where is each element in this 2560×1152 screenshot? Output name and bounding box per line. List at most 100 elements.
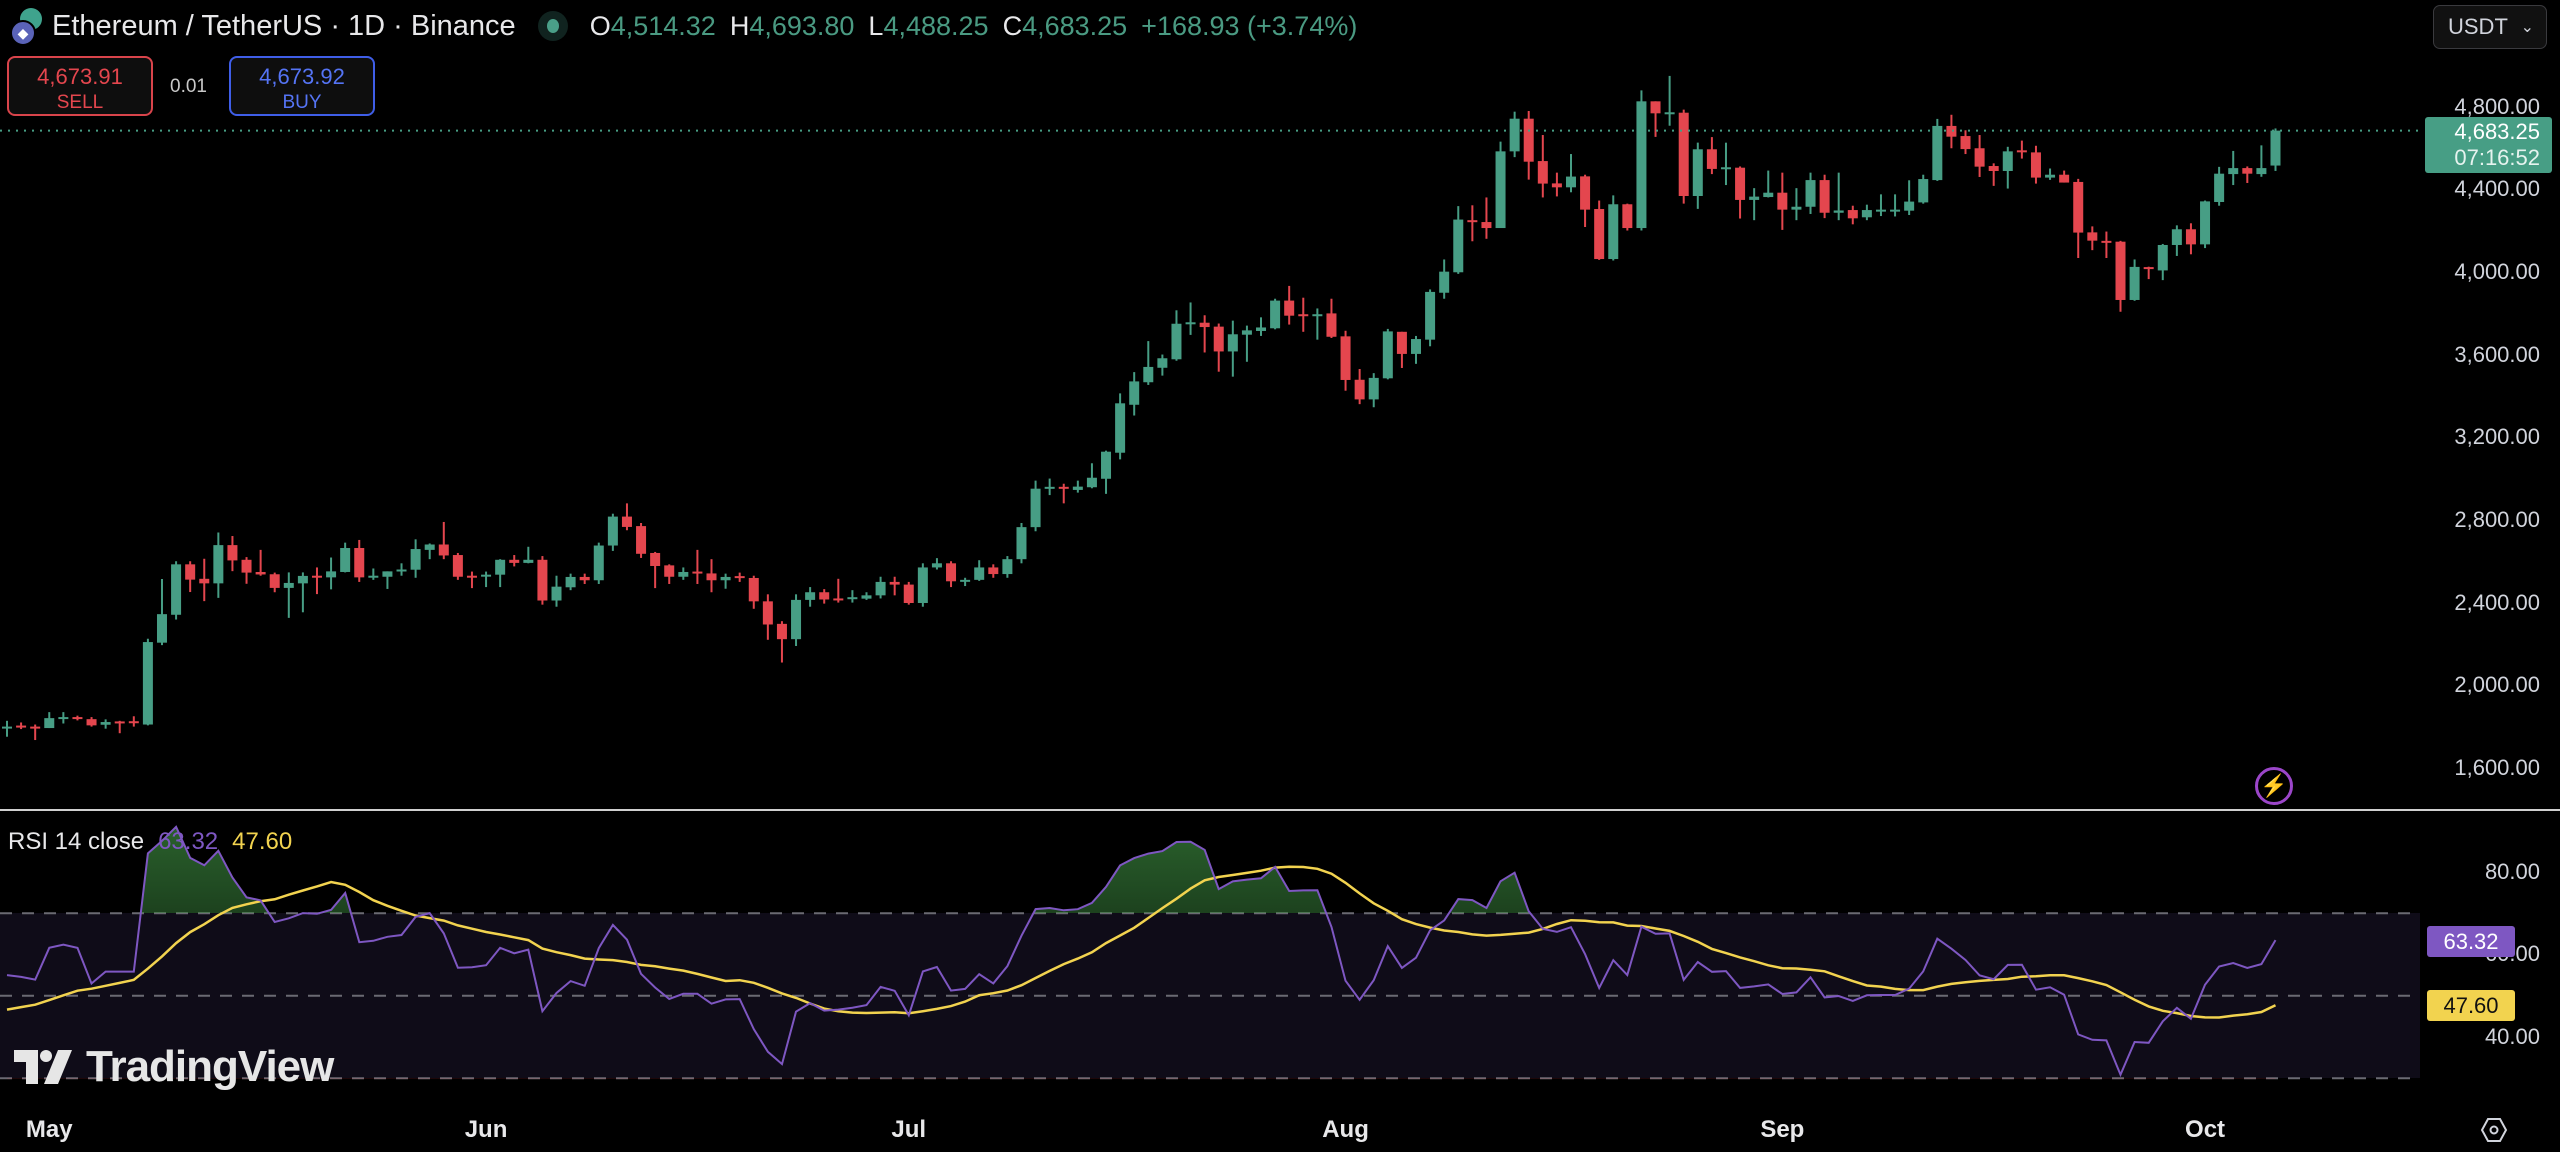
rsi-axis-label: 40.00 <box>2484 1024 2540 1049</box>
candle-body <box>509 559 520 563</box>
candle-body <box>1016 527 1027 560</box>
candle <box>2045 168 2056 180</box>
candle <box>1523 111 1534 180</box>
candle-body <box>931 563 942 568</box>
candle <box>551 575 562 607</box>
candle <box>593 542 604 584</box>
candle-body <box>1086 477 1097 488</box>
candle-body <box>819 592 830 600</box>
candle-body <box>1749 196 1760 200</box>
symbol-title[interactable]: Ethereum / TetherUS · 1D · Binance <box>52 9 516 42</box>
rsi-legend[interactable]: RSI 14 close 63.32 47.60 <box>8 828 292 856</box>
candle-body <box>142 642 153 725</box>
candle <box>1805 172 1816 214</box>
candle-body <box>2030 152 2041 178</box>
candle <box>847 590 858 603</box>
candle-body <box>354 548 365 578</box>
price-axis-label: 4,800.00 <box>2454 93 2540 119</box>
chevron-down-icon: ⌄ <box>2520 19 2534 36</box>
buy-button[interactable]: 4,673.92 BUY <box>229 56 375 116</box>
rsi-legend-ma-value: 47.60 <box>232 828 293 855</box>
candle-body <box>621 516 632 527</box>
price-axis-label: 4,000.00 <box>2454 258 2540 284</box>
candle <box>1396 331 1407 368</box>
lightning-icon[interactable]: ⚡ <box>2255 767 2293 805</box>
candle <box>1086 463 1097 489</box>
candle <box>1988 163 1999 186</box>
candle-body <box>1678 112 1689 197</box>
candle <box>974 560 985 581</box>
candle-body <box>974 567 985 580</box>
spread-value: 0.01 <box>170 76 207 97</box>
candle-body <box>1622 204 1633 229</box>
candle-body <box>1002 559 1013 575</box>
candle <box>1340 330 1351 391</box>
candle-body <box>1411 339 1421 354</box>
candle <box>466 571 477 589</box>
candle-body <box>988 567 999 575</box>
candle <box>382 571 393 589</box>
candle <box>1904 180 1915 216</box>
candle <box>1749 188 1760 221</box>
candle <box>833 578 844 603</box>
candle <box>1030 480 1041 532</box>
candle-body <box>481 574 492 577</box>
candle-body <box>30 726 41 729</box>
candle <box>495 559 506 588</box>
price-axis-label: 2,400.00 <box>2454 589 2540 615</box>
candle <box>1058 483 1069 504</box>
candle <box>903 581 914 605</box>
candle-body <box>466 575 477 578</box>
currency-selector[interactable]: USDT ⌄ <box>2433 5 2547 49</box>
candle-body <box>903 584 914 603</box>
candle <box>1580 174 1591 228</box>
candle <box>579 573 590 584</box>
candle-body <box>1241 330 1252 335</box>
candle-body <box>833 598 844 601</box>
low-label: L <box>868 10 884 41</box>
candle-body <box>748 577 759 602</box>
candle <box>2073 178 2084 259</box>
time-axis-label: May <box>25 1116 73 1143</box>
buy-label: BUY <box>282 92 322 113</box>
candle-body <box>1368 377 1379 400</box>
candle <box>537 556 548 605</box>
candle-body <box>1833 210 1844 213</box>
currency-value: USDT <box>2448 14 2508 39</box>
candle <box>481 571 492 588</box>
candle <box>1284 285 1295 325</box>
candle <box>1072 480 1083 493</box>
candle-body <box>579 576 590 581</box>
candle-body <box>889 581 900 585</box>
open-label: O <box>589 10 611 41</box>
candle-body <box>565 576 576 588</box>
tradingview-logo[interactable]: TradingView <box>14 1042 334 1092</box>
sell-button[interactable]: 4,673.91 SELL <box>7 56 153 116</box>
candle <box>2016 140 2027 159</box>
candle-body <box>2101 240 2112 243</box>
chart-settings-icon[interactable] <box>2480 1116 2508 1144</box>
candle <box>1946 114 1957 149</box>
candle <box>776 621 787 663</box>
candle <box>636 523 647 558</box>
candle-body <box>114 721 125 724</box>
candle-body <box>1692 149 1703 197</box>
market-open-icon[interactable] <box>537 11 568 41</box>
candle-body <box>1946 125 1957 137</box>
close-label: C <box>1002 10 1023 41</box>
candle <box>931 558 942 570</box>
rsi-overbought-fill <box>140 826 1531 913</box>
candle <box>1974 135 1985 177</box>
candle-body <box>269 574 280 588</box>
candle <box>1411 335 1421 364</box>
candle-body <box>1523 118 1534 162</box>
candle-body <box>1664 112 1675 115</box>
change-value: +168.93 (+3.74%) <box>1141 10 1358 41</box>
candle-body <box>1861 210 1872 218</box>
candle <box>1777 172 1788 230</box>
candle <box>1918 174 1929 204</box>
candle-body <box>1509 118 1520 152</box>
candle <box>819 589 830 604</box>
candle <box>2115 240 2126 312</box>
